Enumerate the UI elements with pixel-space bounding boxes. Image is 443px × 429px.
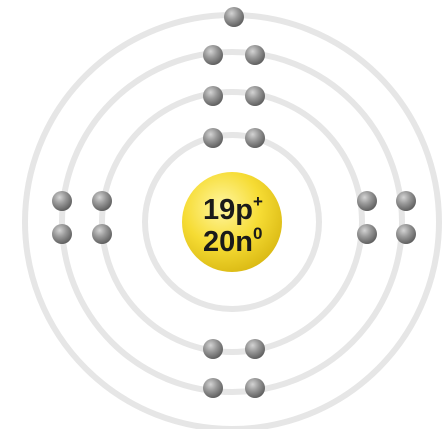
electron-shell-1 xyxy=(203,128,223,148)
electron-shell-3 xyxy=(52,224,72,244)
electron-shell-3 xyxy=(203,378,223,398)
electron-shell-3 xyxy=(52,191,72,211)
electron-shell-2 xyxy=(203,86,223,106)
electron-shell-3 xyxy=(396,224,416,244)
electron-shell-3 xyxy=(203,45,223,65)
electron-shell-2 xyxy=(203,339,223,359)
proton-label: 19p+ xyxy=(203,192,263,226)
electron-shell-2 xyxy=(245,339,265,359)
shell-1-ring xyxy=(142,132,322,312)
shell-3-ring xyxy=(59,49,405,395)
neutron-label: 20n0 xyxy=(203,224,262,258)
electrons xyxy=(52,7,416,398)
electron-shell-3 xyxy=(245,378,265,398)
nucleus: 19p+ 20n0 xyxy=(182,172,282,272)
nucleus-sphere xyxy=(182,172,282,272)
electron-shell-2 xyxy=(357,224,377,244)
electron-shell-3 xyxy=(396,191,416,211)
electron-shell-4 xyxy=(224,7,244,27)
electron-shell-3 xyxy=(245,45,265,65)
electron-shell-2 xyxy=(357,191,377,211)
electron-shell-2 xyxy=(245,86,265,106)
electron-shell-2 xyxy=(92,191,112,211)
shell-2-ring xyxy=(99,89,365,355)
electron-shell-1 xyxy=(245,128,265,148)
electron-shell-2 xyxy=(92,224,112,244)
